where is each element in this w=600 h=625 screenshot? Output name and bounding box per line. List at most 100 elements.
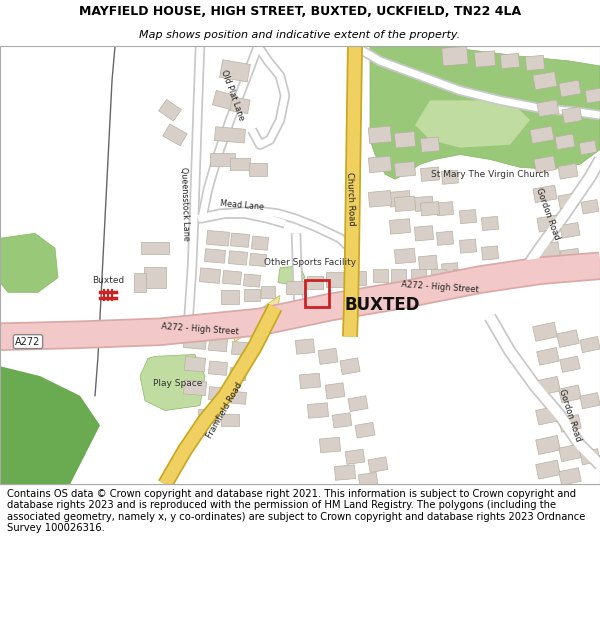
Bar — [299, 373, 320, 389]
Bar — [436, 231, 454, 245]
Bar — [261, 286, 275, 298]
Bar — [368, 156, 392, 172]
Bar — [163, 124, 187, 146]
Bar — [559, 414, 581, 432]
Polygon shape — [278, 266, 305, 286]
Text: Old Plat Lane: Old Plat Lane — [218, 69, 245, 122]
Bar — [158, 99, 181, 121]
Text: Church Road: Church Road — [344, 172, 355, 226]
Text: Map shows position and indicative extent of the property.: Map shows position and indicative extent… — [139, 29, 461, 40]
Bar — [134, 272, 146, 292]
Polygon shape — [415, 101, 530, 148]
Bar — [460, 239, 476, 253]
Bar — [209, 153, 235, 166]
Bar — [307, 276, 323, 289]
Bar — [230, 368, 247, 381]
Text: A272: A272 — [16, 337, 41, 347]
Bar — [307, 402, 329, 418]
Text: A272 - High Street: A272 - High Street — [401, 280, 479, 294]
Bar — [334, 465, 356, 480]
Text: Gordon Road: Gordon Road — [557, 388, 583, 443]
Bar — [230, 159, 250, 170]
Bar — [305, 279, 329, 307]
Bar — [249, 163, 267, 176]
Bar — [557, 330, 579, 348]
Bar — [537, 100, 559, 117]
Bar — [533, 185, 557, 202]
Bar — [581, 199, 599, 214]
Bar — [389, 219, 410, 234]
Bar — [500, 53, 520, 69]
Bar — [373, 269, 388, 282]
Bar — [555, 134, 575, 149]
Bar — [230, 97, 250, 114]
Bar — [220, 60, 250, 82]
Bar — [221, 414, 239, 426]
Bar — [534, 156, 556, 173]
Bar — [580, 392, 600, 409]
Bar — [295, 339, 314, 354]
Bar — [533, 71, 557, 90]
Bar — [251, 236, 269, 250]
Bar — [368, 126, 392, 144]
Bar — [436, 202, 454, 216]
Bar — [205, 249, 226, 263]
Bar — [562, 107, 582, 124]
Bar — [358, 472, 378, 486]
Bar — [460, 209, 476, 224]
Bar — [184, 356, 206, 372]
Bar — [536, 242, 560, 258]
Bar — [223, 271, 242, 285]
Bar — [184, 380, 206, 396]
Bar — [199, 268, 221, 283]
Bar — [580, 336, 600, 352]
Bar — [206, 231, 230, 246]
Bar — [560, 222, 580, 238]
Bar — [212, 91, 238, 111]
Bar — [391, 269, 406, 282]
Bar — [536, 376, 560, 396]
Bar — [144, 267, 166, 289]
Bar — [394, 162, 416, 177]
Bar — [481, 216, 499, 231]
Bar — [421, 201, 440, 216]
Polygon shape — [370, 46, 600, 179]
Bar — [368, 191, 392, 207]
Bar — [526, 56, 545, 71]
Bar — [533, 322, 557, 341]
Bar — [559, 468, 581, 485]
Bar — [452, 269, 467, 282]
Bar — [559, 80, 581, 97]
Text: Contains OS data © Crown copyright and database right 2021. This information is : Contains OS data © Crown copyright and d… — [7, 489, 586, 533]
Polygon shape — [0, 366, 100, 484]
Bar — [394, 132, 416, 148]
Bar — [229, 251, 248, 265]
Bar — [198, 409, 218, 422]
Bar — [421, 137, 440, 152]
Bar — [232, 341, 248, 356]
Text: Mead Lane: Mead Lane — [220, 199, 264, 212]
Bar — [326, 272, 344, 287]
Bar — [421, 167, 440, 181]
Bar — [536, 436, 560, 454]
Bar — [368, 457, 388, 472]
Bar — [537, 348, 559, 365]
Bar — [184, 334, 206, 349]
Bar — [415, 196, 434, 211]
Bar — [410, 269, 425, 282]
Bar — [332, 412, 352, 428]
Bar — [579, 141, 597, 155]
Bar — [230, 233, 250, 248]
Bar — [244, 274, 260, 287]
Polygon shape — [0, 233, 58, 292]
Text: St Mary The Virgin Church: St Mary The Virgin Church — [431, 170, 549, 179]
Bar — [389, 191, 410, 207]
Bar — [208, 338, 227, 352]
Bar — [530, 126, 554, 144]
Bar — [325, 382, 345, 399]
Text: BUXTED: BUXTED — [345, 296, 421, 314]
Bar — [580, 449, 600, 465]
Text: MAYFIELD HOUSE, HIGH STREET, BUXTED, UCKFIELD, TN22 4LA: MAYFIELD HOUSE, HIGH STREET, BUXTED, UCK… — [79, 5, 521, 18]
Bar — [442, 170, 458, 184]
Bar — [560, 248, 580, 264]
